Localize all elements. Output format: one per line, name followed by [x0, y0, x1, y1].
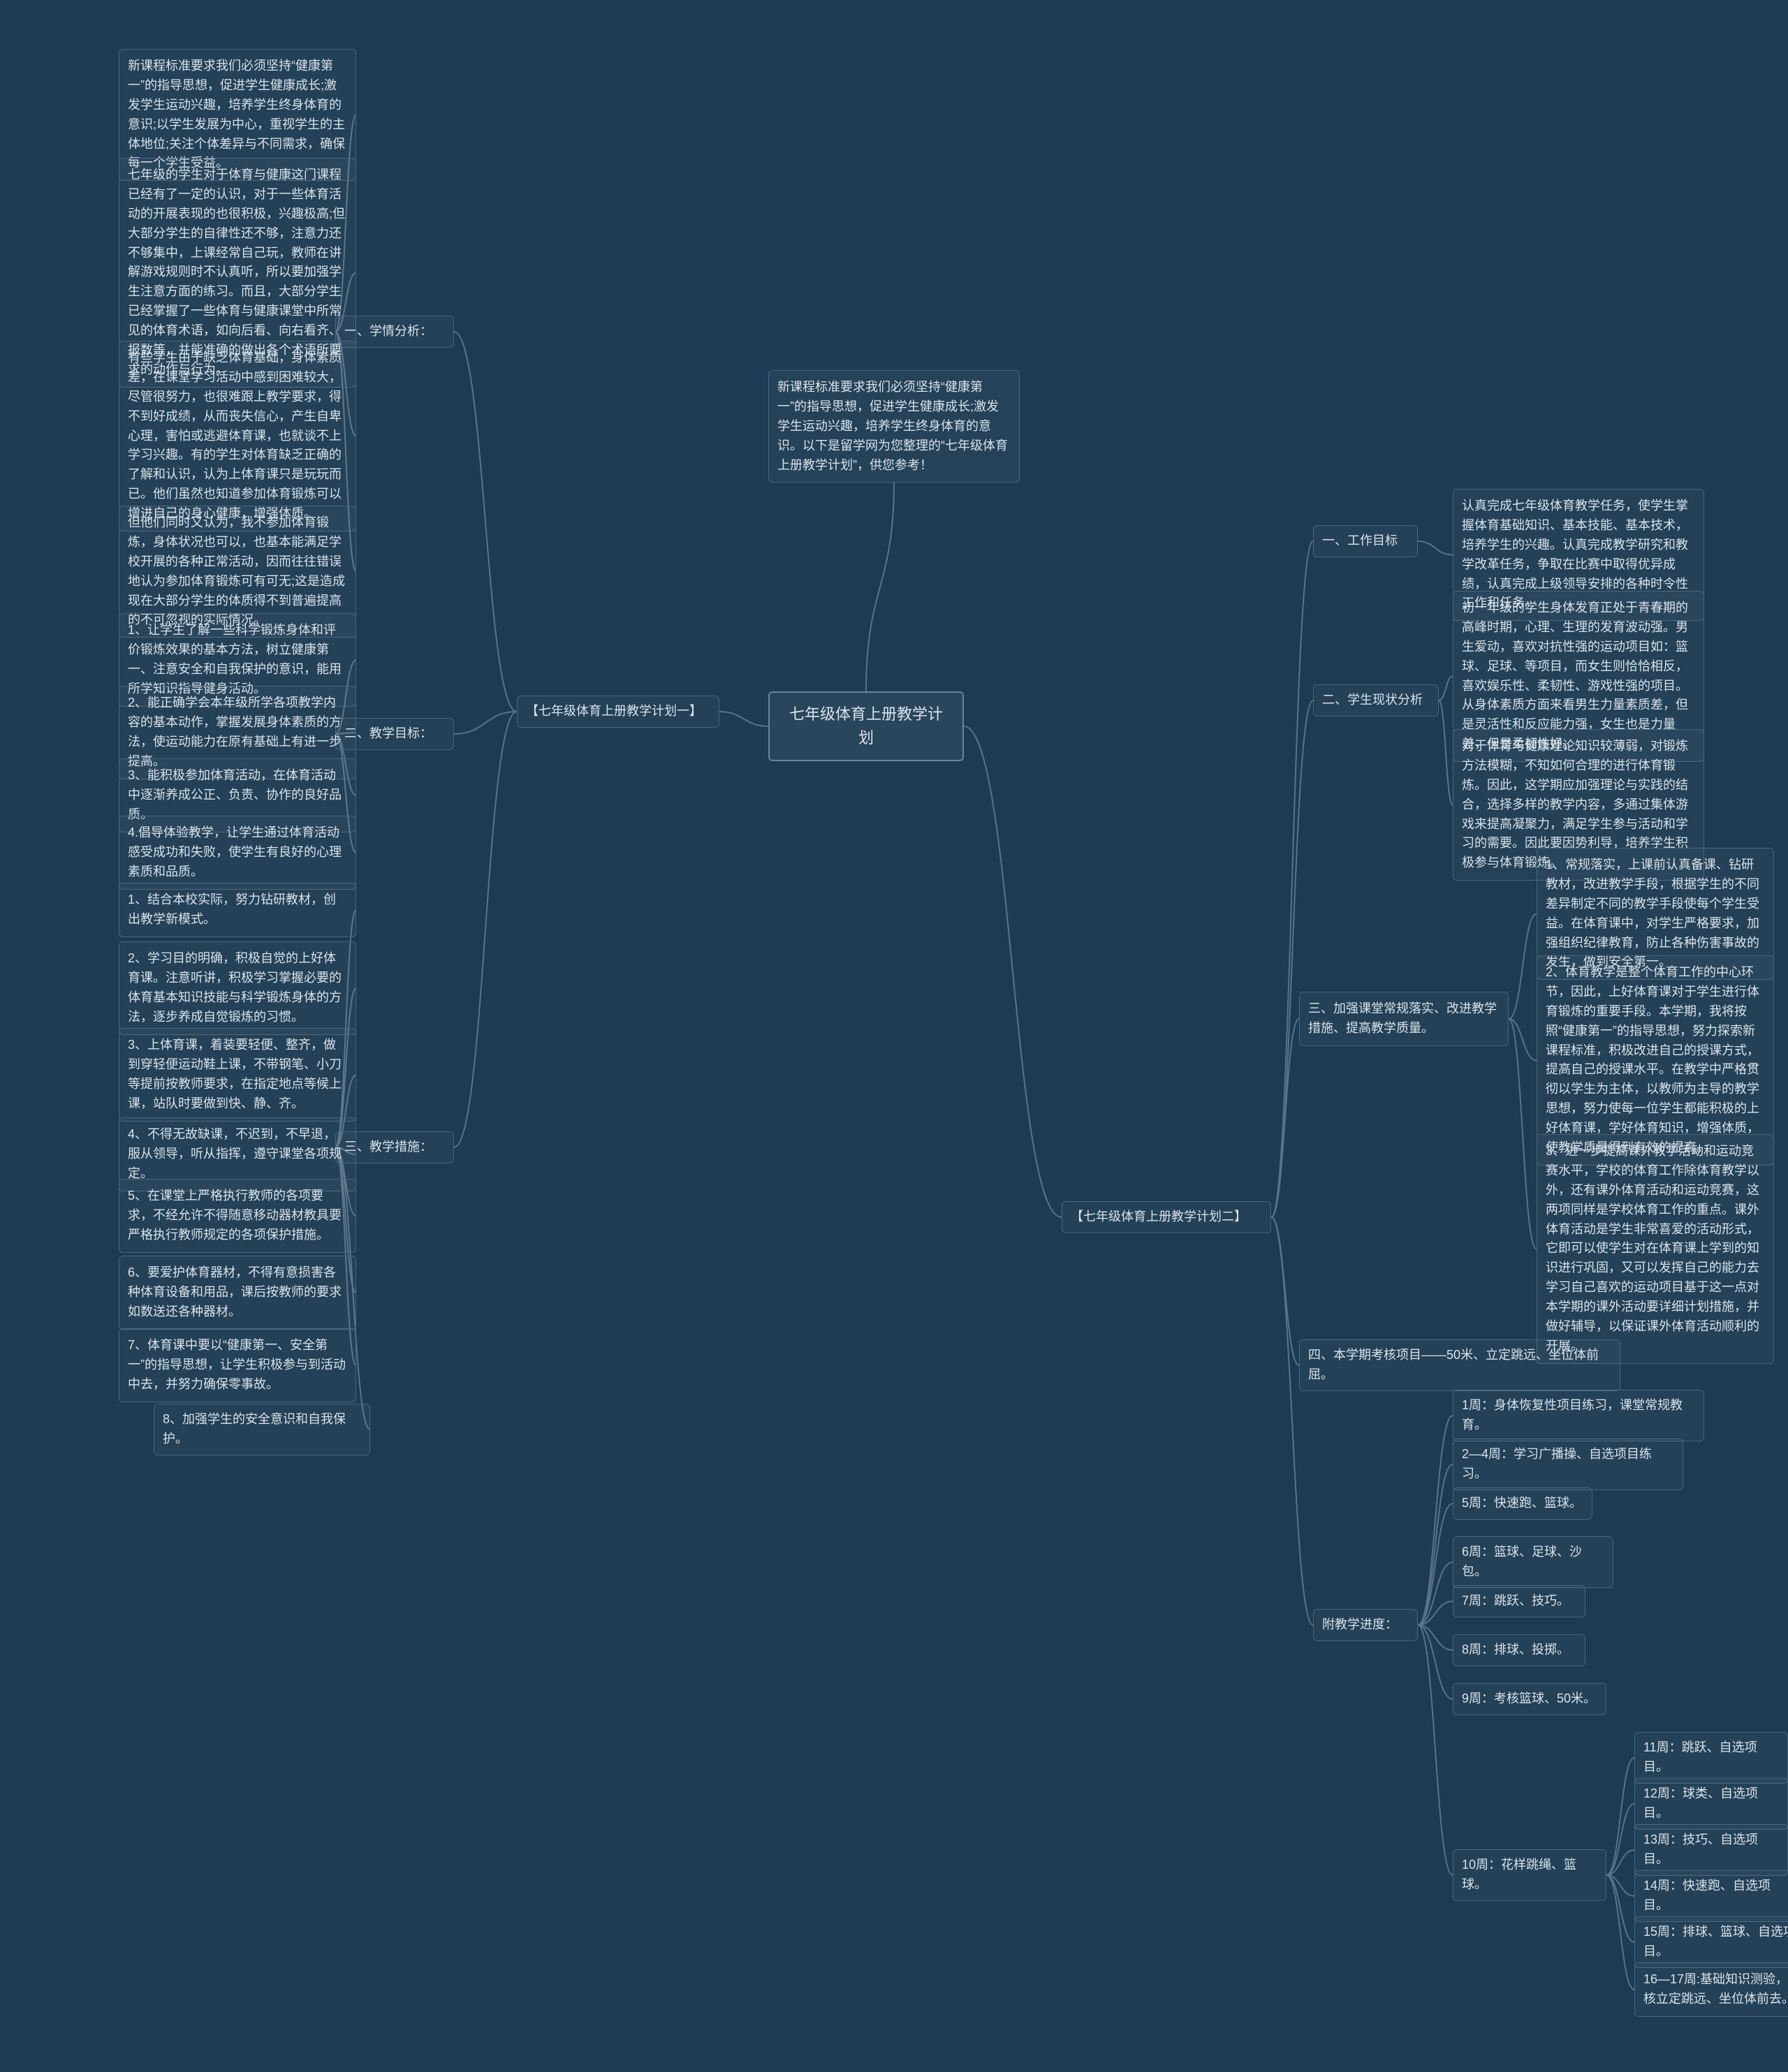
- node-p2_e8a: 11周：跳跃、自选项目。: [1634, 1732, 1788, 1784]
- node-p2_e8b: 12周：球类、自选项目。: [1634, 1778, 1788, 1830]
- node-p1_a3: 有些学生由于缺乏体育基础，身体素质差，在课堂学习活动中感到困难较大，尽管很努力，…: [119, 341, 356, 531]
- node-intro: 新课程标准要求我们必须坚持“健康第一”的指导思想，促进学生健康成长;激发学生运动…: [768, 370, 1020, 483]
- node-p1_b4: 4.倡导体验教学，让学生通过体育活动感受成功和失败，使学生有良好的心理素质和品质…: [119, 816, 356, 890]
- node-p2_e1: 1周：身体恢复性项目练习，课堂常规教育。: [1453, 1390, 1704, 1441]
- node-p1_c1: 1、结合本校实际，努力钻研教材，创出教学新模式。: [119, 883, 356, 937]
- node-p2_d: 四、本学期考核项目——50米、立定跳远、坐位体前屈。: [1299, 1339, 1620, 1391]
- node-p1_c8: 8、加强学生的安全意识和自我保护。: [154, 1404, 370, 1455]
- node-p2_e8f: 16—17周:基础知识测验，考核立定跳远、坐位体前去。: [1634, 1962, 1788, 2017]
- node-p2_e6: 8周：排球、投掷。: [1453, 1634, 1585, 1666]
- node-p1_c6: 6、要爱护体育器材，不得有意损害各种体育设备和用品，课后按教师的要求如数送还各种…: [119, 1256, 356, 1330]
- node-p2_e2: 2—4周：学习广播操、自选项目练习。: [1453, 1439, 1683, 1490]
- node-p2_e5: 7周：跳跃、技巧。: [1453, 1585, 1585, 1617]
- node-p2_e8d: 14周：快速跑、自选项目。: [1634, 1870, 1788, 1922]
- node-p2: 【七年级体育上册教学计划二】: [1062, 1201, 1271, 1233]
- node-p1_c7: 7、体育课中要以“健康第一、安全第一”的指导思想，让学生积极参与到活动中去，并努…: [119, 1328, 356, 1402]
- node-p2_a: 一、工作目标: [1313, 525, 1418, 557]
- node-p2_e8: 10周：花样跳绳、篮球。: [1453, 1849, 1606, 1901]
- node-p2_b: 二、学生现状分析: [1313, 684, 1439, 717]
- node-p2_e8c: 13周：技巧、自选项目。: [1634, 1824, 1788, 1876]
- node-p2_e4: 6周：篮球、足球、沙包。: [1453, 1536, 1613, 1588]
- node-p1_c5: 5、在课堂上严格执行教师的各项要求，不经允许不得随意移动器材教具要严格执行教师规…: [119, 1179, 356, 1253]
- mindmap-canvas: 七年级体育上册教学计划 新课程标准要求我们必须坚持“健康第一”的指导思想，促进学生…: [0, 0, 1788, 2072]
- node-p1_c3: 3、上体育课，着装要轻便、整齐，做到穿轻便运动鞋上课，不带钢笔、小刀等提前按教师…: [119, 1028, 356, 1122]
- node-p2_c3: 3、进一步提高课外教学活动和运动竞赛水平，学校的体育工作除体育教学以外，还有课外…: [1537, 1134, 1774, 1364]
- node-p1_c2: 2、学习目的明确，积极自觉的上好体育课。注意听讲，积极学习掌握必要的体育基本知识…: [119, 941, 356, 1035]
- node-p2_c: 三、加强课堂常规落实、改进教学措施、提高教学质量。: [1299, 992, 1509, 1046]
- node-p1: 【七年级体育上册教学计划一】: [517, 696, 719, 728]
- node-p2_e: 附教学进度：: [1313, 1609, 1418, 1641]
- node-p2_e3: 5周：快速跑、篮球。: [1453, 1487, 1592, 1520]
- node-center: 七年级体育上册教学计划: [768, 691, 964, 761]
- node-p2_e7: 9周：考核篮球、50米。: [1453, 1683, 1606, 1715]
- node-p2_e8e: 15周：排球、篮球、自选项目。: [1634, 1916, 1788, 1968]
